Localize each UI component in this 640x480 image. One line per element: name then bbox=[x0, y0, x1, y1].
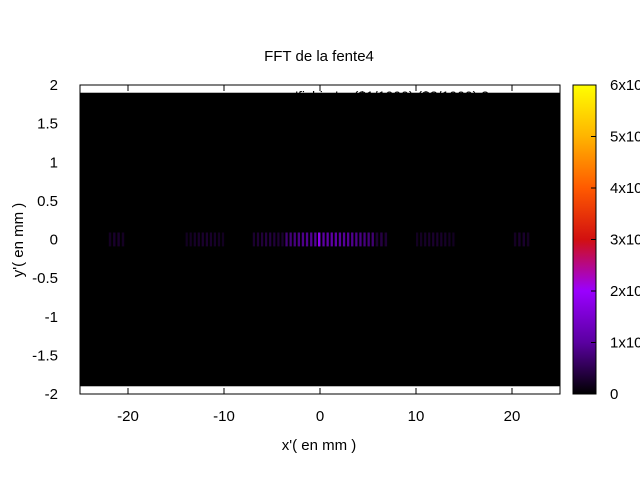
chart-title: FFT de la fente4 bbox=[264, 48, 374, 65]
intensity-peak bbox=[318, 232, 320, 247]
intensity-stripe bbox=[416, 232, 419, 247]
intensity-stripe bbox=[269, 232, 272, 247]
intensity-stripe bbox=[277, 232, 280, 247]
intensity-stripe bbox=[252, 232, 255, 247]
intensity-stripe bbox=[420, 232, 423, 247]
y-axis-ticks: 2 1.5 1 0.5 0 -0.5 -1 -1.5 -2 bbox=[32, 77, 560, 403]
intensity-stripe bbox=[189, 232, 192, 247]
intensity-stripe bbox=[342, 232, 346, 247]
intensity-stripe bbox=[256, 232, 260, 247]
intensity-stripe bbox=[301, 232, 305, 247]
intensity-stripe bbox=[522, 232, 525, 247]
intensity-stripe bbox=[359, 232, 362, 247]
intensity-stripe bbox=[440, 232, 443, 247]
x-axis-label: x'( en mm ) bbox=[282, 437, 357, 454]
y-axis-label: y'( en mm ) bbox=[10, 203, 27, 278]
intensity-stripe bbox=[121, 232, 125, 247]
colorbar-tick-label: 1x10 bbox=[610, 335, 640, 352]
colorbar: 0 1x10 2x10 3x10 4x10 5x10 6x10 bbox=[572, 77, 640, 403]
intensity-stripe bbox=[185, 232, 188, 247]
intensity-stripe bbox=[197, 232, 200, 247]
y-tick-label: -1.5 bbox=[32, 347, 58, 364]
x-tick-label: -10 bbox=[213, 408, 235, 425]
intensity-stripe bbox=[436, 232, 439, 247]
y-tick-label: -0.5 bbox=[32, 270, 58, 287]
y-tick-label: -1 bbox=[45, 309, 58, 326]
intensity-stripe bbox=[330, 232, 333, 247]
intensity-stripe bbox=[452, 232, 455, 247]
intensity-stripe bbox=[513, 232, 517, 247]
intensity-stripe bbox=[293, 232, 296, 247]
intensity-stripe bbox=[108, 232, 112, 247]
intensity-stripe bbox=[209, 232, 212, 247]
intensity-stripe bbox=[310, 232, 313, 247]
y-tick-label: 1.5 bbox=[37, 116, 58, 133]
intensity-stripe bbox=[428, 232, 431, 247]
intensity-stripe bbox=[261, 232, 264, 247]
intensity-stripe bbox=[273, 232, 276, 247]
intensity-stripe bbox=[326, 232, 329, 247]
legend-entry: 'fichier' u ($1/1000):($2/1000):3 bbox=[295, 88, 489, 104]
colorbar-tick-label: 6x10 bbox=[610, 77, 640, 94]
colorbar-tick-label: 0 bbox=[610, 386, 618, 403]
intensity-stripe bbox=[305, 232, 309, 247]
intensity-stripe bbox=[213, 232, 216, 247]
intensity-stripe bbox=[375, 232, 379, 247]
intensity-band bbox=[108, 232, 530, 247]
intensity-stripe bbox=[363, 232, 366, 247]
intensity-stripe bbox=[384, 232, 388, 247]
intensity-stripe bbox=[526, 232, 530, 247]
intensity-stripe bbox=[289, 232, 292, 247]
intensity-stripe bbox=[117, 232, 120, 247]
x-tick-label: 0 bbox=[316, 408, 324, 425]
intensity-stripe bbox=[371, 232, 374, 247]
colorbar-tick-label: 5x10 bbox=[610, 129, 640, 146]
y-tick-label: 0 bbox=[50, 232, 58, 249]
y-tick-label: -2 bbox=[45, 386, 58, 403]
intensity-stripe bbox=[322, 232, 325, 247]
y-tick-label: 2 bbox=[50, 77, 58, 94]
intensity-stripe bbox=[265, 232, 268, 247]
intensity-stripe bbox=[347, 232, 350, 247]
intensity-stripe bbox=[432, 232, 435, 247]
intensity-stripe bbox=[193, 232, 196, 247]
colorbar-tick-label: 2x10 bbox=[610, 283, 640, 300]
intensity-stripe bbox=[367, 232, 370, 247]
x-tick-label: 10 bbox=[408, 408, 425, 425]
x-tick-label: -20 bbox=[117, 408, 139, 425]
intensity-stripe bbox=[518, 232, 521, 247]
intensity-stripe bbox=[221, 232, 225, 247]
colorbar-tick-label: 4x10 bbox=[610, 180, 640, 197]
intensity-stripe bbox=[355, 232, 358, 247]
y-tick-label: 0.5 bbox=[37, 193, 58, 210]
intensity-stripe bbox=[351, 232, 354, 247]
intensity-stripe bbox=[281, 232, 284, 247]
x-tick-label: 20 bbox=[504, 408, 521, 425]
intensity-stripe bbox=[338, 232, 342, 247]
x-axis-ticks: -20 -10 0 10 20 bbox=[117, 85, 520, 425]
colorbar-ticks: 0 1x10 2x10 3x10 4x10 5x10 6x10 bbox=[591, 77, 640, 403]
intensity-stripe bbox=[297, 232, 300, 247]
intensity-stripe bbox=[380, 232, 383, 247]
intensity-stripe bbox=[444, 232, 447, 247]
y-tick-label: 1 bbox=[50, 154, 58, 171]
plot-area: 'fichier' u ($1/1000):($2/1000):3 bbox=[79, 84, 561, 395]
intensity-stripe bbox=[205, 232, 208, 247]
intensity-stripe bbox=[448, 232, 451, 247]
intensity-stripe bbox=[217, 232, 221, 247]
intensity-stripe bbox=[285, 232, 288, 247]
intensity-stripe bbox=[424, 232, 427, 247]
intensity-stripe bbox=[201, 232, 204, 247]
intensity-stripe bbox=[113, 232, 116, 247]
intensity-stripe bbox=[334, 232, 337, 247]
colorbar-tick-label: 3x10 bbox=[610, 232, 640, 249]
intensity-stripe bbox=[314, 232, 317, 247]
